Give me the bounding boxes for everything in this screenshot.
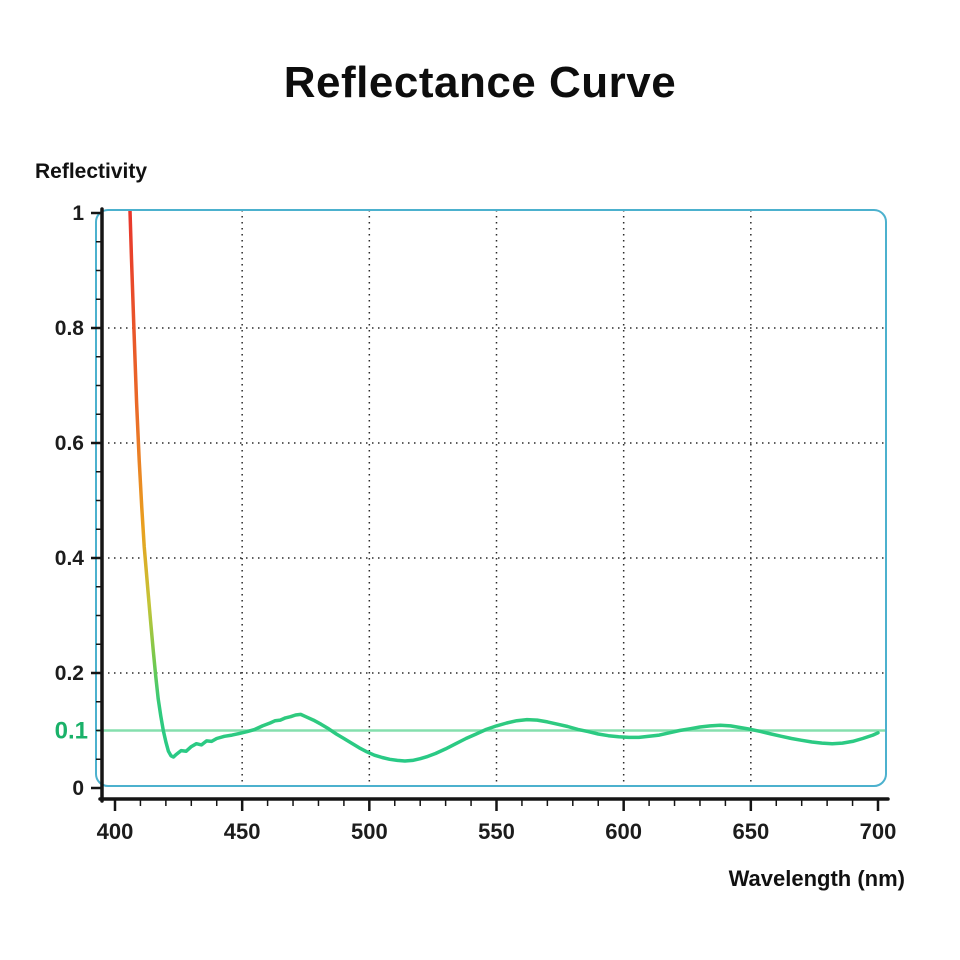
x-axis-title: Wavelength (nm)	[728, 866, 905, 891]
y-tick-label: 0.2	[55, 662, 84, 685]
y-tick-label: 0.4	[55, 547, 85, 570]
x-tick-label: 500	[351, 819, 388, 844]
y-tick-label: 0.6	[55, 432, 84, 455]
plot-border	[95, 209, 887, 787]
x-tick-label: 600	[605, 819, 642, 844]
x-tick-label: 400	[97, 819, 134, 844]
y-tick-label: 0.8	[55, 317, 85, 340]
x-tick-label: 450	[224, 819, 261, 844]
x-tick-label: 700	[860, 819, 897, 844]
y-tick-label: 0	[72, 777, 84, 800]
reflectance-series-path	[127, 210, 880, 763]
x-tick-label: 550	[478, 819, 515, 844]
x-tick-label: 650	[732, 819, 769, 844]
reference-line-label: 0.1	[55, 718, 88, 745]
y-tick-label: 1	[72, 202, 84, 225]
y-axis-title: Reflectivity	[35, 160, 148, 183]
chart-title: Reflectance Curve	[283, 58, 677, 107]
